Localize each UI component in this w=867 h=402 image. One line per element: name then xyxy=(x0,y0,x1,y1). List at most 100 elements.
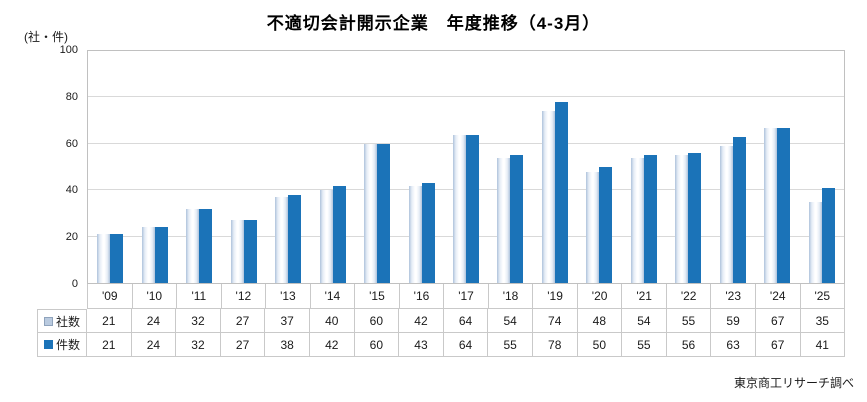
companies-bar xyxy=(586,171,600,283)
companies-bar xyxy=(141,227,155,283)
cases-bar xyxy=(154,227,168,283)
chart-title: 不適切会計開示企業 年度推移（4-3月） xyxy=(266,14,601,33)
x-axis-label: '12 xyxy=(222,284,267,308)
companies-bar xyxy=(319,190,333,283)
table-value-cell: 60 xyxy=(355,309,400,332)
table-value-cell: 32 xyxy=(176,309,221,332)
bar-group xyxy=(132,51,176,283)
table-value-cell: 67 xyxy=(756,309,801,332)
table-value-cell: 40 xyxy=(310,309,355,332)
x-axis-label: '16 xyxy=(400,284,445,308)
table-value-cell: 50 xyxy=(578,333,623,356)
table-value-cell: 32 xyxy=(176,333,221,356)
table-value-cell: 54 xyxy=(622,309,667,332)
table-value-cell: 21 xyxy=(87,333,132,356)
source-note: 東京商工リサーチ調べ xyxy=(733,376,854,390)
bar-group xyxy=(444,51,488,283)
companies-bar xyxy=(630,157,644,283)
table-value-cell: 24 xyxy=(132,309,177,332)
x-axis-label: '15 xyxy=(355,284,400,308)
cases-bar xyxy=(110,234,124,283)
legend-cell-companies: 社数 xyxy=(37,309,87,332)
table-value-cell: 55 xyxy=(667,309,712,332)
cases-bar xyxy=(377,143,391,283)
companies-bar xyxy=(275,197,289,283)
table-value-cell: 63 xyxy=(711,333,756,356)
companies-bar xyxy=(808,201,822,283)
cases-bar xyxy=(688,153,702,283)
x-axis-label: '21 xyxy=(622,284,667,308)
companies-series-label: 社数 xyxy=(55,314,80,329)
y-axis-tick-label: 100 xyxy=(59,44,78,56)
cases-bar xyxy=(243,220,257,283)
bar-group xyxy=(355,51,399,283)
bar-group xyxy=(800,51,844,283)
legend-cell-cases: 件数 xyxy=(37,333,87,356)
table-value-cell: 42 xyxy=(310,333,355,356)
bar-group xyxy=(221,51,265,283)
x-axis-label: '10 xyxy=(133,284,178,308)
table-value-cell: 78 xyxy=(533,333,578,356)
cases-bar xyxy=(421,183,435,283)
bar-group xyxy=(310,51,354,283)
bar-group xyxy=(666,51,710,283)
cases-bar xyxy=(288,194,302,283)
table-value-cell: 60 xyxy=(355,333,400,356)
x-axis-label: '22 xyxy=(667,284,712,308)
x-axis-label: '13 xyxy=(266,284,311,308)
x-axis-label-row: '09'10'11'12'13'14'15'16'17'18'19'20'21 '… xyxy=(87,284,846,309)
x-axis-label: '19 xyxy=(533,284,578,308)
companies-bar xyxy=(675,155,689,283)
y-axis-tick-label: 0 xyxy=(71,278,78,290)
x-axis-label: '14 xyxy=(311,284,356,308)
table-value-cell: 67 xyxy=(756,333,801,356)
companies-bar xyxy=(186,208,200,283)
bar-group xyxy=(88,51,132,283)
bar-group xyxy=(533,51,577,283)
companies-legend-swatch-icon xyxy=(43,316,53,326)
bar-group xyxy=(399,51,443,283)
companies-bar xyxy=(408,185,422,283)
cases-bar xyxy=(554,102,568,283)
table-value-cell: 54 xyxy=(488,309,533,332)
cases-series-label: 件数 xyxy=(55,338,80,352)
table-value-cell: 24 xyxy=(132,333,177,356)
x-axis-label: '18 xyxy=(489,284,534,308)
bar-group xyxy=(488,51,532,283)
x-axis-label: '11 xyxy=(177,284,222,308)
table-value-cell: 64 xyxy=(444,309,489,332)
x-axis-label: '24 xyxy=(756,284,801,308)
table-value-cell: 27 xyxy=(221,333,266,356)
x-axis-label: '23 xyxy=(711,284,756,308)
cases-bar xyxy=(732,136,746,283)
cases-bar xyxy=(332,185,346,283)
table-row-companies: 社数 21 24 32 27 37 40 60 42 64 54 74 48 54 55 59 67 35 xyxy=(37,309,846,333)
table-value-cell: 35 xyxy=(801,309,846,332)
bar-group xyxy=(266,51,310,283)
bar-group xyxy=(177,51,221,283)
table-value-cell: 42 xyxy=(399,309,444,332)
y-axis-tick-label: 80 xyxy=(65,90,78,103)
gridline xyxy=(88,96,844,98)
plot-area xyxy=(87,50,845,284)
companies-bar xyxy=(97,234,111,283)
bar-group xyxy=(622,51,666,283)
table-value-cell: 43 xyxy=(399,333,444,356)
x-axis-label: '09 xyxy=(87,284,133,308)
bar-group xyxy=(577,51,621,283)
table-value-cell: 48 xyxy=(578,309,623,332)
cases-legend-swatch-icon xyxy=(43,340,53,349)
cases-bar xyxy=(821,187,835,283)
x-axis-label: '25 xyxy=(801,284,846,308)
table-value-cell: 38 xyxy=(265,333,310,356)
cases-bar xyxy=(643,155,657,283)
table-value-cell: 37 xyxy=(265,309,310,332)
table-value-cell: 21 xyxy=(87,309,132,332)
companies-bar xyxy=(764,127,778,283)
table-value-cell: 56 xyxy=(667,333,712,356)
companies-bar xyxy=(452,134,466,283)
companies-bar xyxy=(719,146,733,283)
table-value-cell: 55 xyxy=(622,333,667,356)
companies-bar xyxy=(541,111,555,283)
